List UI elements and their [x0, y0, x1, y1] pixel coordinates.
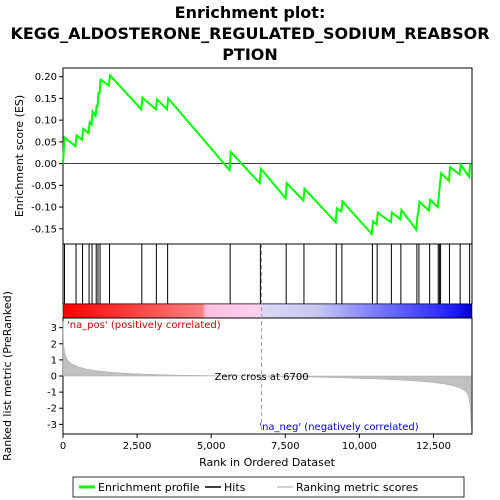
- correlation-gradient-bar: [62, 303, 473, 319]
- x-tick-label: 10,000: [342, 441, 377, 452]
- ranking-metric-area: [62, 321, 472, 431]
- hits-panel: [62, 243, 473, 305]
- legend-hits-label: Hits: [224, 481, 246, 494]
- es-y-tick-label: 0.00: [35, 159, 57, 170]
- es-y-axis-label: Enrichment score (ES): [13, 95, 26, 217]
- metric-y-axis-label: Ranked list metric (PreRanked): [1, 291, 14, 461]
- metric-y-ticks: -3 -2 -1 0 1 2 3: [47, 323, 63, 431]
- metric-y-tick-label: 0: [51, 372, 57, 383]
- legend: Enrichment profile Hits Ranking metric s…: [72, 476, 465, 498]
- x-tick-label: 12,500: [416, 441, 451, 452]
- gradient-bar-rect: [62, 303, 473, 319]
- metric-y-tick-label: 1: [51, 355, 57, 366]
- enrichment-profile-line: [62, 73, 472, 237]
- x-tick-label: 5,000: [197, 441, 226, 452]
- x-tick-label: 2,500: [123, 441, 152, 452]
- es-y-tick-label: -0.05: [31, 181, 57, 192]
- zero-cross-label: Zero cross at 6700: [215, 372, 309, 383]
- title-line-2: KEGG_ALDOSTERONE_REGULATED_SODIUM_REABSO…: [10, 24, 489, 43]
- hits-panel-frame: [62, 243, 473, 305]
- legend-enrichment-label: Enrichment profile: [98, 481, 200, 494]
- es-y-tick-label: 0.20: [35, 72, 57, 83]
- es-panel: -0.15 -0.10 -0.05 0.00 0.05 0.10 0.15 0.20 Enri…: [13, 67, 473, 245]
- x-tick-label: 7,500: [271, 441, 300, 452]
- es-y-tick-label: 0.10: [35, 116, 57, 127]
- legend-metric-label: Ranking metric scores: [296, 481, 418, 494]
- x-tick-label: 0: [60, 441, 66, 452]
- metric-y-tick-label: -3: [47, 420, 57, 431]
- na-pos-label: 'na_pos' (positively correlated): [67, 320, 221, 331]
- es-y-tick-label: 0.15: [35, 94, 57, 105]
- title-line-3: PTION: [222, 45, 278, 64]
- hit-lines: [63, 244, 471, 304]
- es-y-ticks: -0.15 -0.10 -0.05 0.00 0.05 0.10 0.15 0.20: [31, 72, 63, 235]
- metric-y-tick-label: 2: [51, 339, 57, 350]
- es-y-tick-label: 0.05: [35, 137, 57, 148]
- title-line-1: Enrichment plot:: [175, 3, 326, 22]
- metric-y-tick-label: -2: [47, 404, 57, 415]
- metric-y-tick-label: -1: [47, 388, 57, 399]
- legend-frame: [72, 476, 465, 498]
- es-panel-frame: [62, 67, 473, 245]
- metric-y-tick-label: 3: [51, 323, 57, 334]
- metric-x-ticks: 0 2,500 5,000 7,500 10,000 12,500: [60, 434, 451, 452]
- es-y-tick-label: -0.10: [31, 203, 57, 214]
- x-axis-label: Rank in Ordered Dataset: [199, 456, 336, 469]
- na-neg-label: 'na_neg' (negatively correlated): [259, 422, 418, 433]
- chart-title: Enrichment plot: KEGG_ALDOSTERONE_REGULA…: [10, 3, 489, 64]
- es-y-tick-label: -0.15: [31, 224, 57, 235]
